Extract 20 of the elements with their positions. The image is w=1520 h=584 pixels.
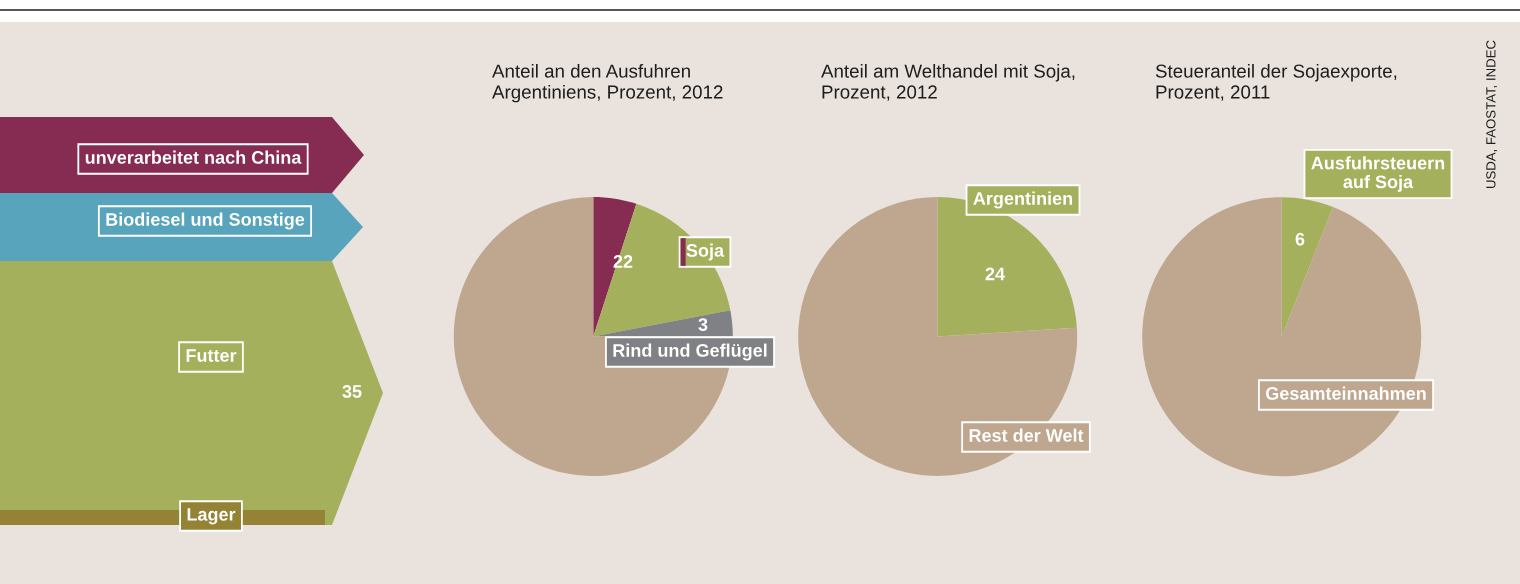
slice-label: Gesamteinnahmen — [1265, 386, 1426, 400]
text: USDA, FAOSTAT, INDEC — [1486, 40, 1498, 189]
chart-title: Anteil an den Ausfuhren Argentiniens, Prozent, 2012 — [492, 64, 723, 103]
category-label: Lager — [187, 508, 236, 525]
chart-title: Steueranteil der Sojaexporte, Prozent, 2011 — [1155, 64, 1397, 101]
chart-title: Anteil am Welthandel mit Soja, Prozent, 2012 — [821, 64, 1075, 101]
data-label: 6 — [1295, 232, 1305, 246]
slice-label: Soja — [686, 243, 725, 261]
slice-label: Ausfuhrsteuern auf Soja — [1311, 156, 1445, 192]
pie-slice — [593, 197, 637, 337]
category-label: unverarbeitet nach China — [85, 150, 302, 164]
category-label: Biodiesel und Sonstige — [106, 212, 305, 230]
data-label: 24 — [985, 267, 1005, 281]
slice-label: Argentinien — [973, 191, 1073, 209]
slice-label: Rind und Geflügel — [613, 343, 767, 361]
pie-slice — [593, 203, 731, 337]
data-label: 3 — [698, 318, 708, 331]
category-label: Futter — [186, 349, 237, 362]
text: 35 — [342, 385, 362, 398]
slice-label: Rest der Welt — [969, 428, 1084, 442]
